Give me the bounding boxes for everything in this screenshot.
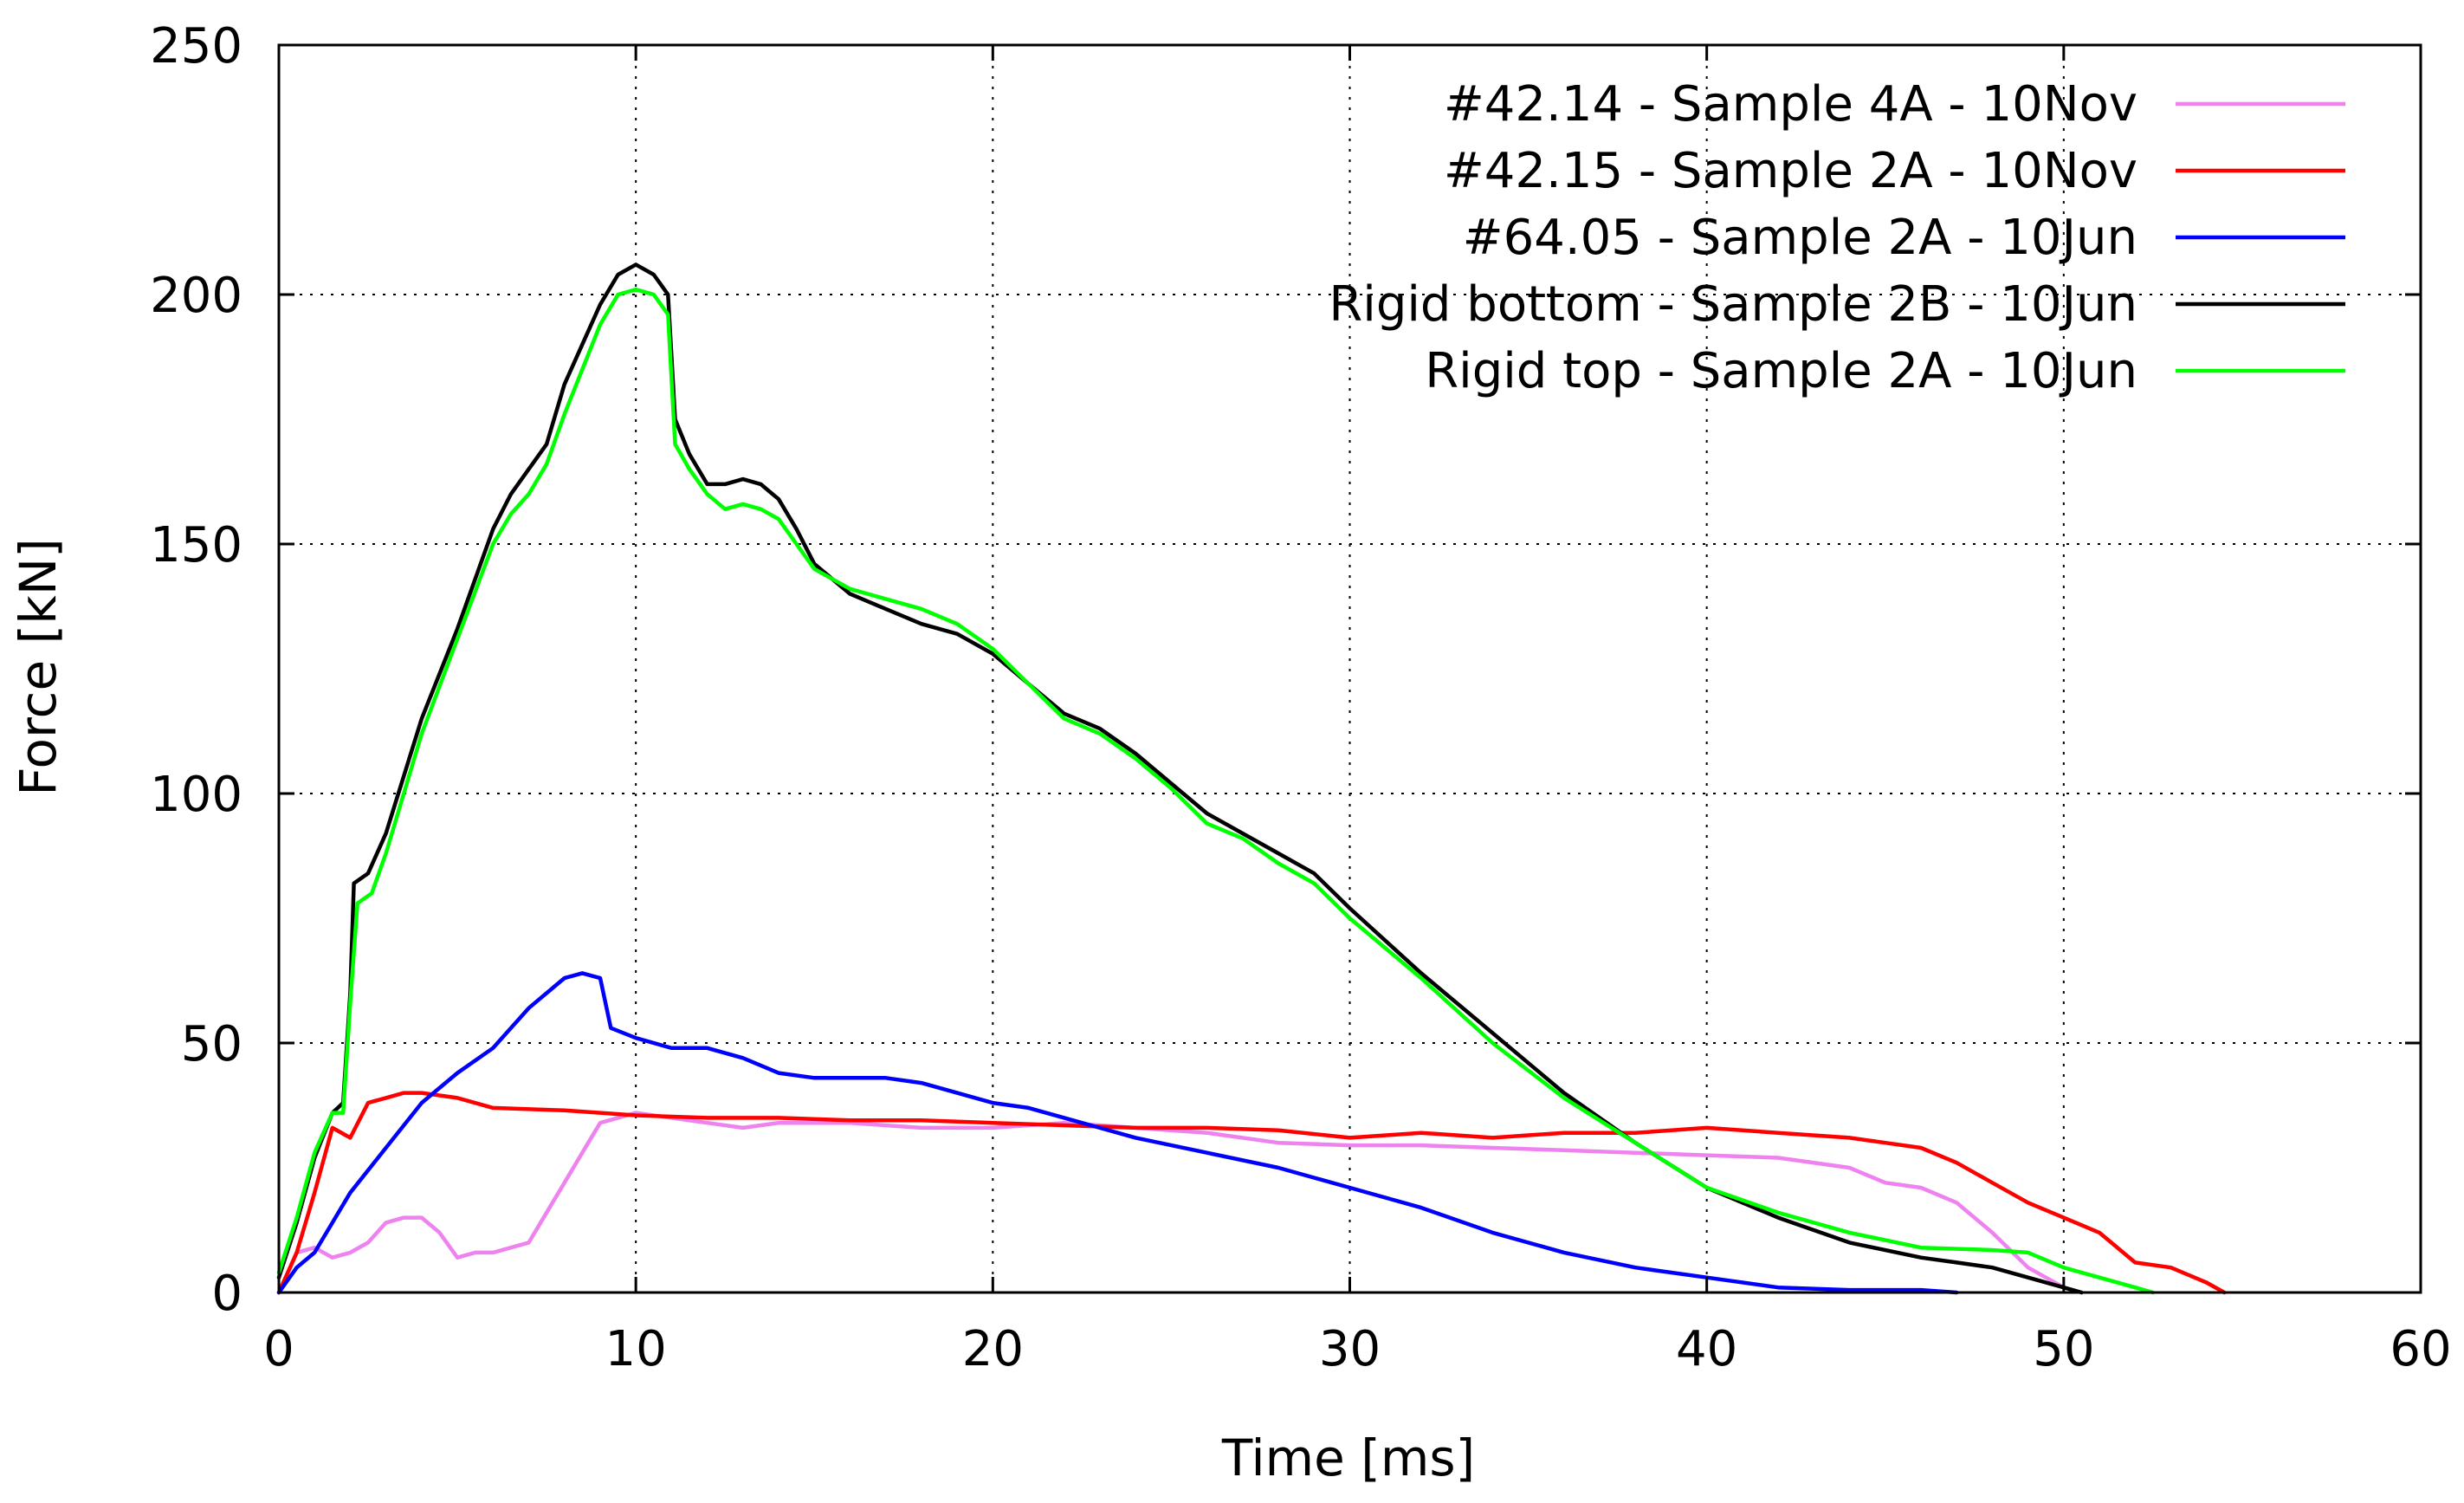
series-line-5 (276, 287, 2156, 1295)
series-line-3 (276, 971, 1959, 1295)
x-axis-title: Time [ms] (1221, 1428, 1475, 1487)
x-tick-label: 10 (605, 1321, 667, 1377)
series-layer (276, 262, 2227, 1295)
x-tick-label: 0 (263, 1321, 294, 1377)
grid (279, 45, 2421, 1292)
legend-label-4: Rigid bottom - Sample 2B - 10Jun (1329, 276, 2137, 333)
series-line-2 (276, 1091, 2227, 1295)
x-tick-label: 50 (2033, 1321, 2094, 1377)
y-tick-label: 50 (181, 1016, 243, 1072)
y-tick-label: 250 (150, 18, 243, 75)
series-line-4 (276, 262, 2084, 1295)
y-tick-label: 100 (150, 767, 243, 823)
legend: #42.14 - Sample 4A - 10Nov #42.15 - Sampl… (1329, 76, 2345, 399)
x-tick-label: 60 (2390, 1321, 2451, 1377)
legend-label-3: #64.05 - Sample 2A - 10Jun (1463, 210, 2137, 266)
legend-label-5: Rigid top - Sample 2A - 10Jun (1425, 343, 2137, 399)
legend-label-2: #42.15 - Sample 2A - 10Nov (1444, 143, 2137, 199)
y-tick-label: 150 (150, 517, 243, 573)
axes: 0 10 20 30 40 50 60 0 50 100 150 200 250 (150, 18, 2452, 1377)
x-tick-label: 40 (1676, 1321, 1737, 1377)
y-tick-label: 0 (211, 1266, 243, 1322)
x-tick-label: 30 (1319, 1321, 1381, 1377)
y-tick-label: 200 (150, 268, 243, 324)
series-line-1 (276, 1111, 2084, 1295)
y-axis-title: Force [kN] (9, 538, 68, 796)
x-tick-label: 20 (962, 1321, 1024, 1377)
legend-label-1: #42.14 - Sample 4A - 10Nov (1444, 76, 2137, 133)
